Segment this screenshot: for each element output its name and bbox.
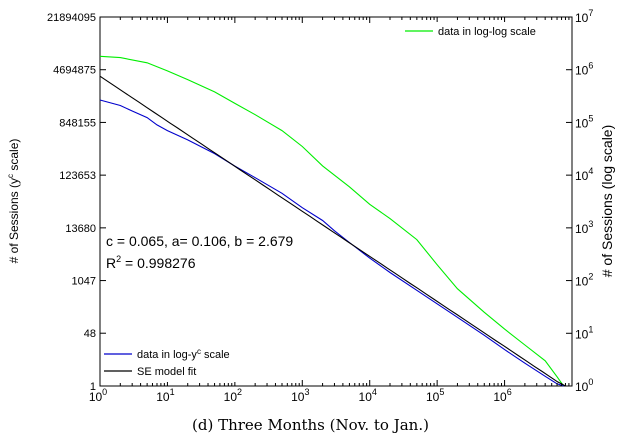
series-line-1 — [99, 99, 564, 387]
x-tick-label: 102 — [224, 387, 242, 404]
series-line-0 — [99, 55, 565, 387]
y-right-tick-label: 107 — [575, 8, 593, 25]
ticks-layer: 100 101 102 103 104 105 106 1 48 1047 13680 123653 8… — [47, 8, 593, 404]
x-tick-label: 105 — [426, 387, 444, 404]
legend-top-right-box — [401, 22, 569, 40]
x-tick-label: 103 — [291, 387, 309, 404]
annotation-params: c = 0.065, a= 0.106, b = 2.679 — [106, 233, 293, 249]
x-tick-label: 101 — [156, 387, 174, 404]
y-left-tick-label: 123653 — [59, 170, 96, 182]
figure-caption: (d) Three Months (Nov. to Jan.) — [192, 416, 429, 434]
y-left-axis-label: # of Sessions (yc scale) — [6, 139, 21, 264]
y-right-tick-label: 106 — [575, 61, 593, 78]
y-left-tick-label: 1047 — [72, 276, 96, 288]
legend-bottom-left-box — [103, 344, 253, 382]
y-left-tick-label: 48 — [84, 328, 96, 340]
y-right-tick-label: 101 — [575, 324, 593, 341]
y-right-axis-label: # of Sessions (log scale) — [599, 125, 615, 278]
y-right-tick-label: 103 — [575, 219, 593, 236]
annotation-r-squared: R2 = 0.998276 — [106, 254, 196, 271]
y-right-tick-label: 102 — [575, 272, 593, 289]
x-tick-label: 100 — [89, 387, 107, 404]
y-right-tick-label: 104 — [575, 166, 593, 183]
legend-label-log-log: data in log-log scale — [438, 26, 536, 38]
y-left-tick-label: 13680 — [65, 223, 96, 235]
legend-bottom-left: data in log-yc scale SE model fit — [103, 344, 253, 382]
y-left-tick-label: 848155 — [59, 117, 96, 129]
y-left-tick-label: 1 — [90, 381, 96, 393]
legend-label-se-fit: SE model fit — [137, 366, 196, 378]
y-left-tick-label: 4694875 — [53, 65, 96, 77]
series-layer — [99, 55, 566, 387]
y-right-tick-label: 100 — [575, 377, 593, 394]
y-left-tick-label: 21894095 — [47, 12, 96, 24]
legend-label-log-yc: data in log-yc scale — [137, 347, 230, 361]
y-right-tick-label: 105 — [575, 113, 593, 130]
series-line-2 — [99, 75, 566, 387]
plot-area — [99, 16, 573, 387]
x-tick-label: 106 — [493, 387, 511, 404]
legend-top-right: data in log-log scale — [401, 22, 569, 40]
x-tick-label: 104 — [359, 387, 377, 404]
